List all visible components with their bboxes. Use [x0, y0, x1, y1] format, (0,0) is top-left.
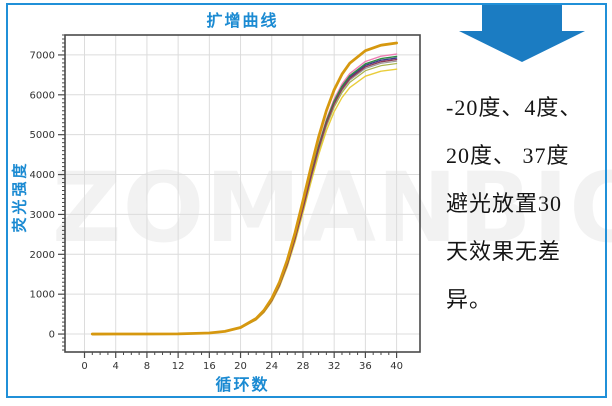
annotation-panel: -20度、4度、 20度、 37度 避光放置30 天效果无差 异。	[440, 0, 605, 398]
svg-text:16: 16	[203, 361, 216, 372]
svg-text:20: 20	[234, 361, 247, 372]
svg-text:0: 0	[49, 330, 55, 341]
note-line: 异。	[446, 287, 493, 312]
svg-text:3000: 3000	[30, 210, 55, 221]
svg-text:8: 8	[144, 361, 150, 372]
svg-text:36: 36	[359, 361, 372, 372]
svg-text:6000: 6000	[30, 90, 55, 101]
chart-title: 扩增曲线	[206, 13, 279, 30]
note-line: 天效果无差	[446, 239, 562, 264]
note-line: 避光放置30	[446, 191, 563, 216]
svg-text:28: 28	[297, 361, 310, 372]
svg-text:1000: 1000	[30, 290, 55, 301]
svg-text:32: 32	[328, 361, 341, 372]
svg-text:24: 24	[265, 361, 278, 372]
svg-text:7000: 7000	[30, 50, 55, 61]
svg-text:4000: 4000	[30, 170, 55, 181]
note-line: 20度、 37度	[446, 143, 570, 168]
svg-text:2000: 2000	[30, 250, 55, 261]
y-axis-label: 荧光强度	[11, 160, 29, 233]
svg-text:40: 40	[390, 361, 403, 372]
note-line: -20度、4度、	[446, 95, 583, 120]
x-axis-label: 循环数	[215, 377, 270, 394]
svg-text:4: 4	[113, 361, 119, 372]
watermark: ZOMANBIO	[52, 152, 612, 264]
svg-text:5000: 5000	[30, 130, 55, 141]
svg-text:0: 0	[81, 361, 87, 372]
svg-text:12: 12	[172, 361, 185, 372]
down-arrow-icon	[459, 4, 585, 62]
note-text: -20度、4度、 20度、 37度 避光放置30 天效果无差 异。	[446, 84, 604, 324]
